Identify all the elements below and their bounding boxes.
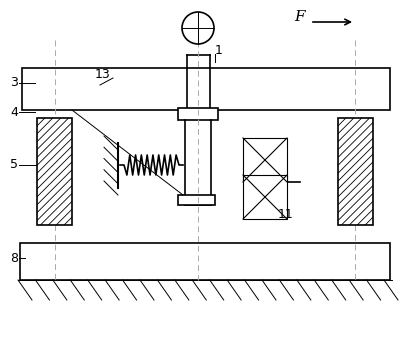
Bar — [243, 138, 286, 182]
Text: 11: 11 — [277, 207, 293, 220]
Text: 1: 1 — [214, 43, 222, 57]
Text: 5: 5 — [10, 159, 18, 172]
Text: 3: 3 — [10, 77, 18, 89]
Bar — [243, 175, 286, 219]
Text: 8: 8 — [10, 252, 18, 264]
Text: F: F — [294, 10, 304, 24]
Bar — [178, 108, 218, 120]
Text: 13: 13 — [95, 68, 110, 81]
Bar — [22, 68, 389, 110]
Bar — [20, 243, 389, 280]
Text: 4: 4 — [10, 105, 18, 119]
Bar — [37, 118, 72, 225]
Bar — [178, 195, 214, 205]
Bar — [337, 118, 372, 225]
